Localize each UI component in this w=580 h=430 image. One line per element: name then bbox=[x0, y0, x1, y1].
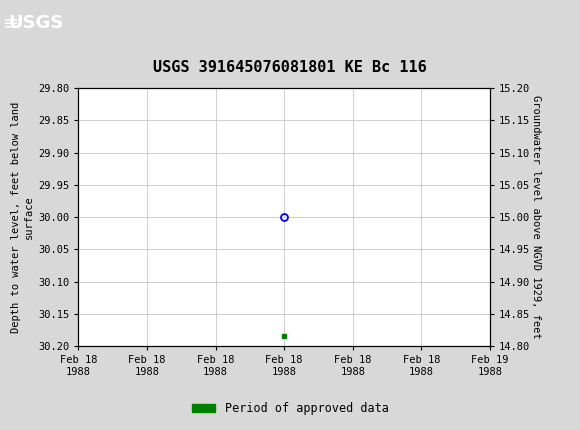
Y-axis label: Groundwater level above NGVD 1929, feet: Groundwater level above NGVD 1929, feet bbox=[531, 95, 542, 339]
Text: ≡: ≡ bbox=[3, 13, 19, 32]
Text: USGS: USGS bbox=[9, 14, 64, 31]
Legend: Period of approved data: Period of approved data bbox=[187, 397, 393, 420]
Y-axis label: Depth to water level, feet below land
surface: Depth to water level, feet below land su… bbox=[10, 101, 34, 333]
Text: USGS 391645076081801 KE Bc 116: USGS 391645076081801 KE Bc 116 bbox=[153, 60, 427, 75]
